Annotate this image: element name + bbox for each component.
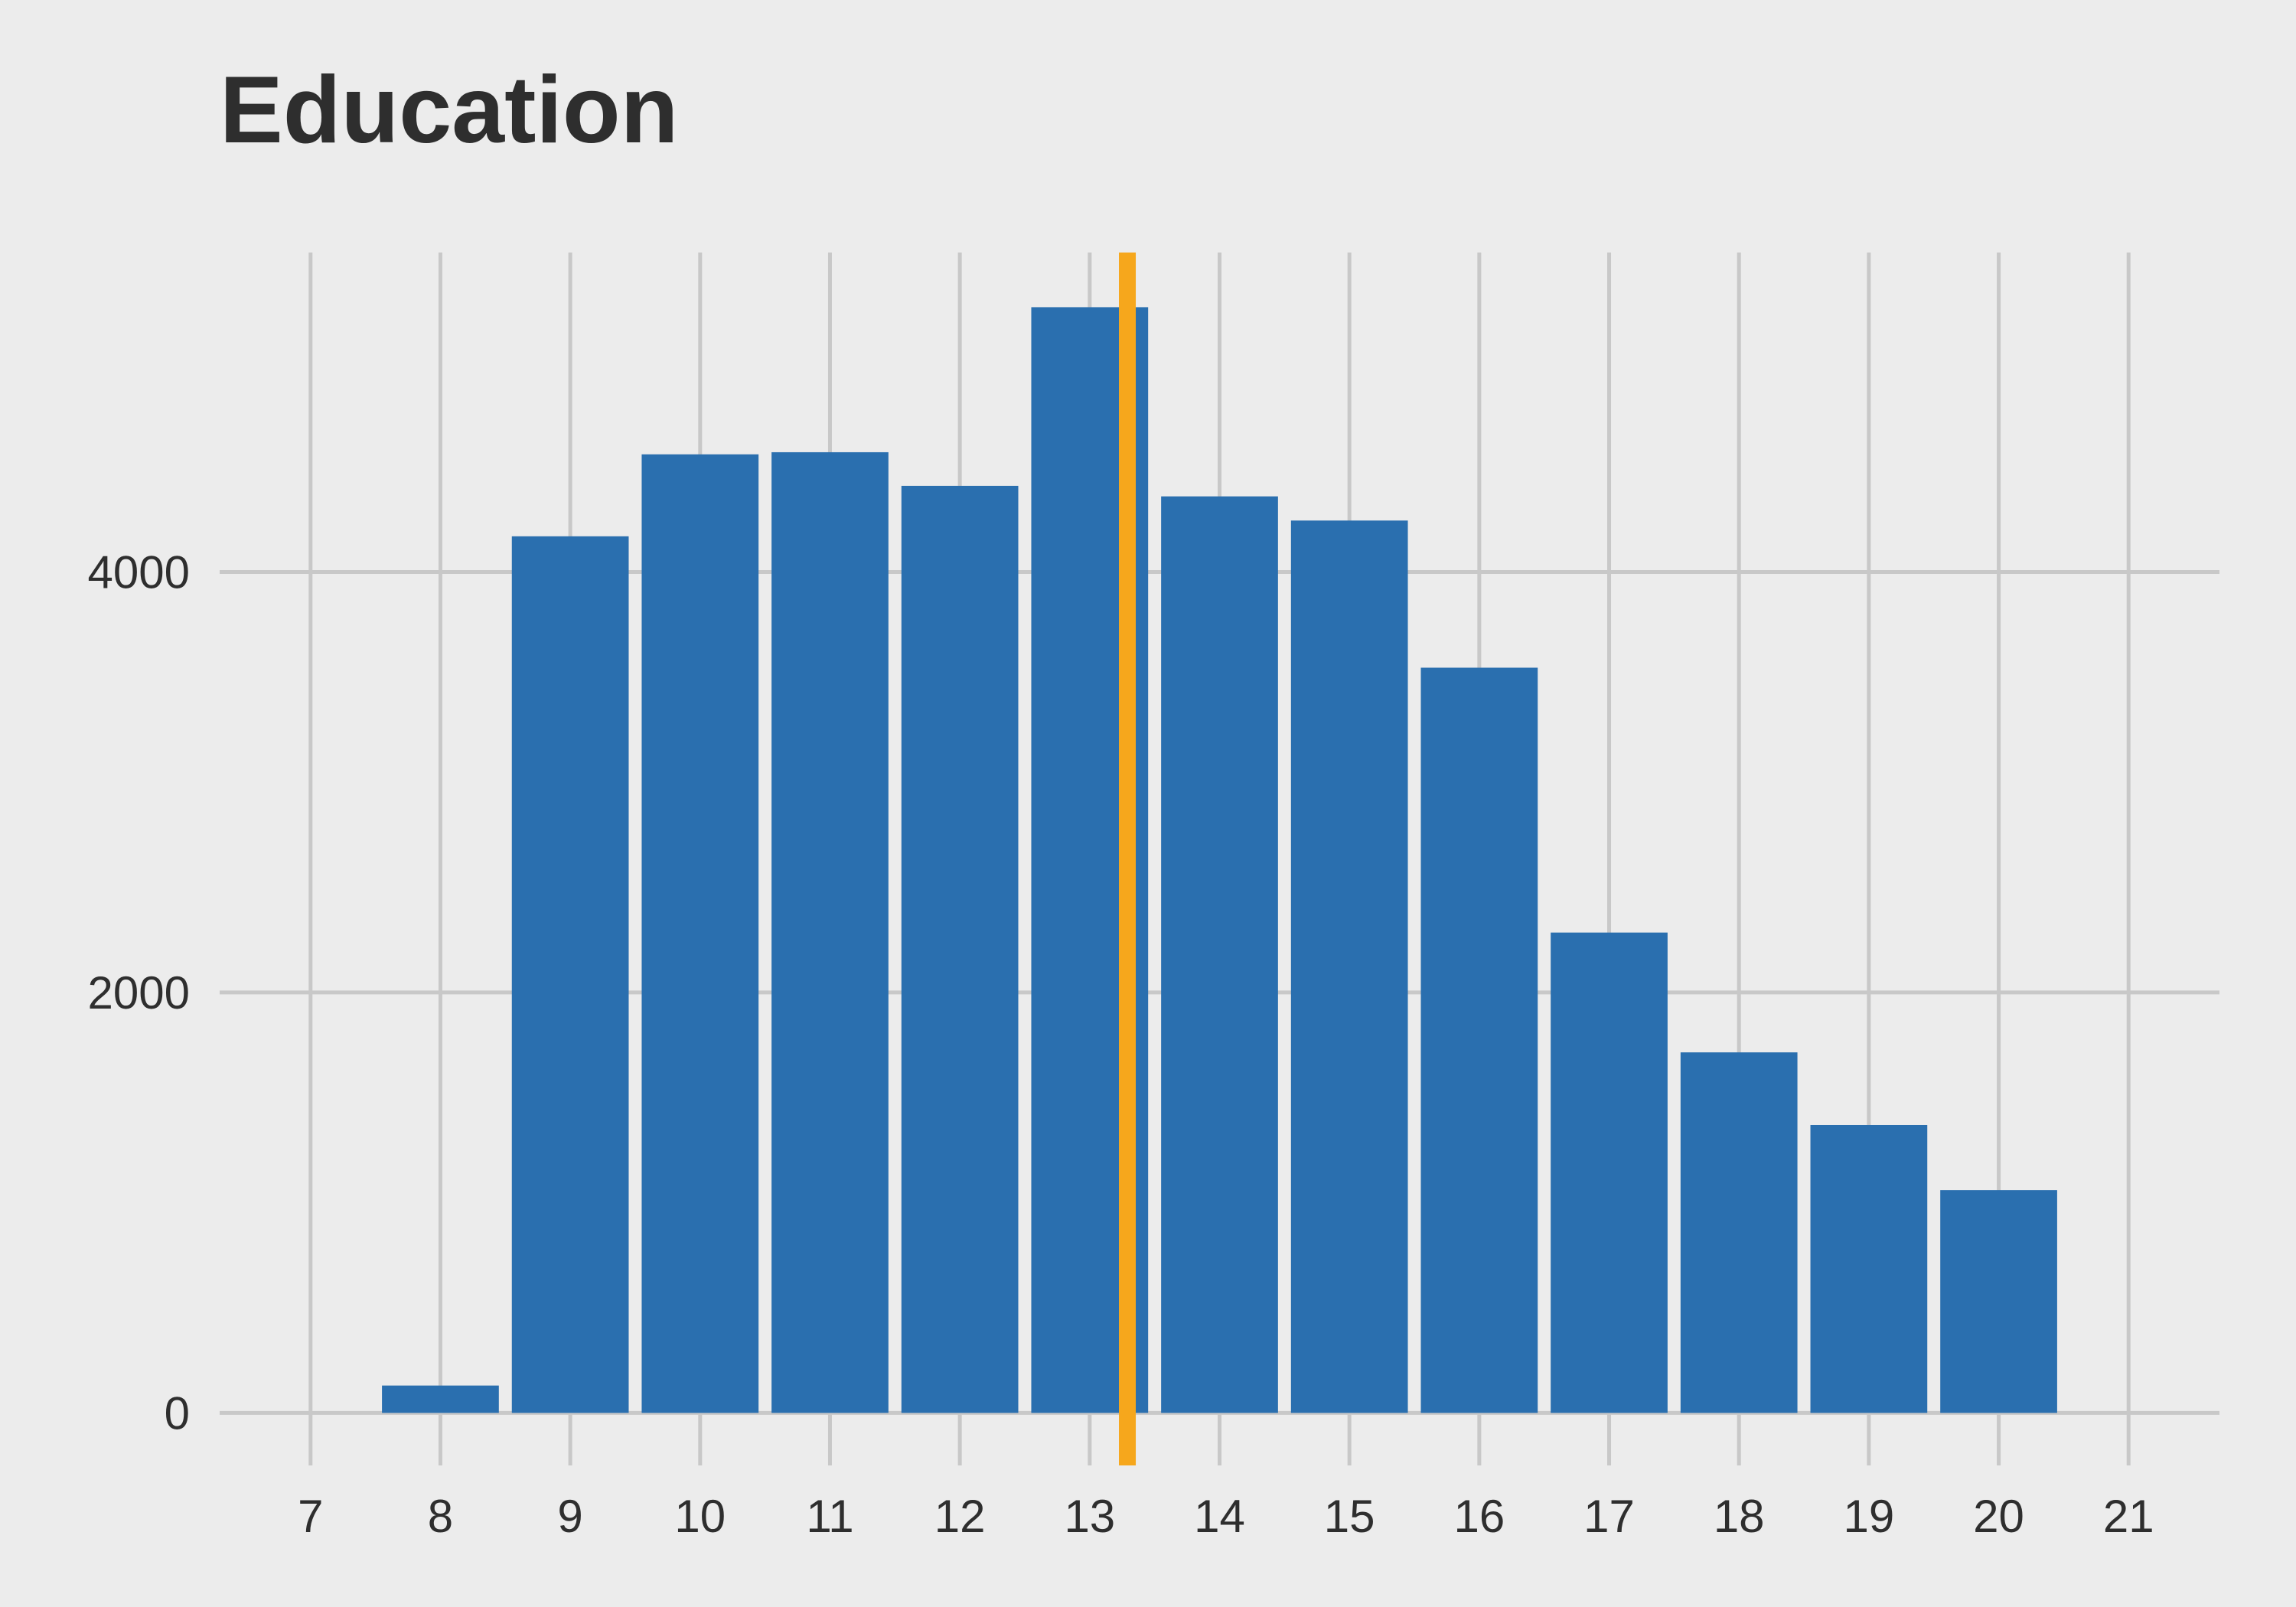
bar-12	[901, 485, 1019, 1413]
x-tick-label: 16	[1453, 1491, 1505, 1542]
x-tick-label: 13	[1064, 1491, 1115, 1542]
bar-14	[1161, 496, 1278, 1413]
reference-line	[1119, 253, 1137, 1465]
y-tick-label: 2000	[88, 967, 190, 1019]
bar-20	[1940, 1190, 2057, 1413]
x-tick-label: 9	[557, 1491, 582, 1542]
bar-11	[771, 451, 889, 1413]
bar-15	[1290, 520, 1408, 1413]
x-tick-label: 20	[1973, 1491, 2024, 1542]
bar-8	[382, 1385, 499, 1413]
x-tick-label: 19	[1844, 1491, 1895, 1542]
x-tick-label: 11	[806, 1491, 853, 1542]
x-tick-label: 21	[2103, 1491, 2154, 1542]
y-tick-label: 4000	[88, 547, 190, 598]
x-tick-label: 8	[428, 1491, 453, 1542]
x-tick-label: 7	[298, 1491, 323, 1542]
x-tick-label: 12	[934, 1491, 986, 1542]
x-tick-label: 14	[1194, 1491, 1245, 1542]
y-tick-label: 0	[165, 1387, 190, 1439]
reference-line-group	[1119, 253, 1137, 1465]
bar-16	[1420, 667, 1538, 1413]
bar-19	[1810, 1124, 1928, 1413]
bar-18	[1680, 1052, 1798, 1413]
bar-17	[1551, 932, 1668, 1413]
y-axis-ticks: 0 2000 4000	[88, 547, 190, 1439]
bar-10	[641, 454, 759, 1413]
x-tick-label: 10	[674, 1491, 726, 1542]
x-axis-ticks: 7 8 9 10 11 12 13 14 15 16 17 18 19 20 21	[298, 1491, 2154, 1542]
x-tick-label: 17	[1583, 1491, 1635, 1542]
bar-9	[511, 536, 629, 1413]
x-tick-label: 15	[1324, 1491, 1375, 1542]
x-tick-label: 18	[1714, 1491, 1765, 1542]
chart-title: Education	[220, 57, 679, 163]
